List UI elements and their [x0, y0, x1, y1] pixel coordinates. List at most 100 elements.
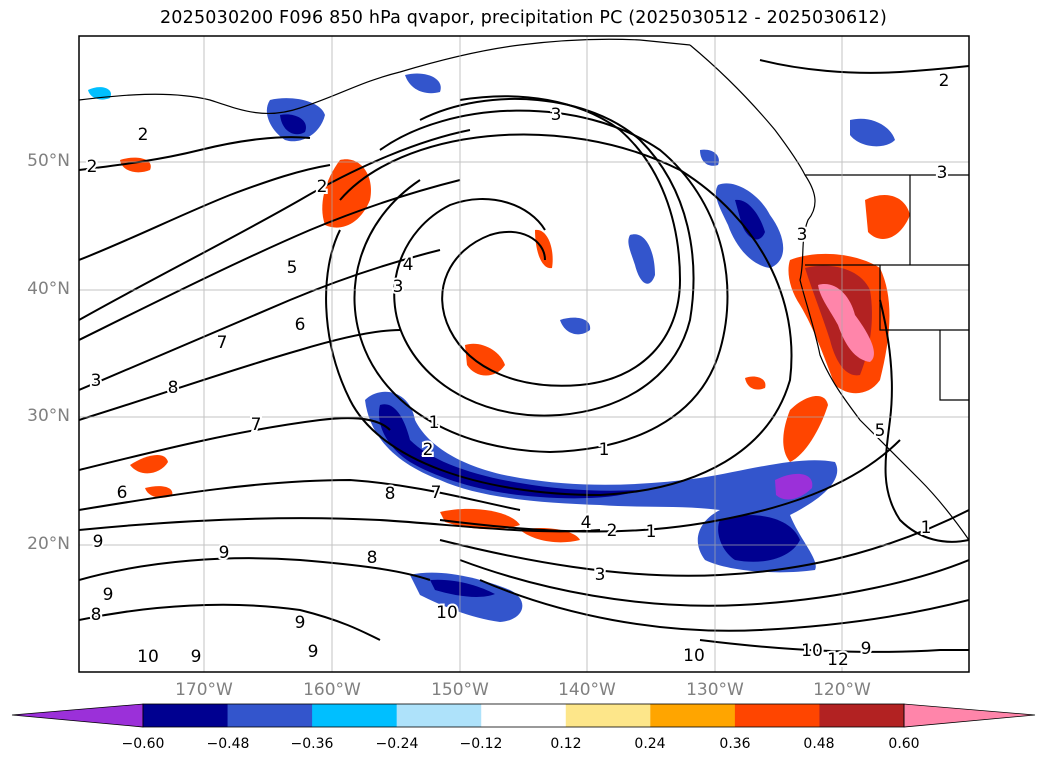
contour-label: 3	[595, 565, 606, 585]
colorbar-segment	[650, 704, 736, 727]
colorbar-segment	[819, 704, 905, 727]
lon-label: 140°W	[558, 680, 616, 700]
contour-label: 2	[317, 177, 328, 197]
svg-text:9: 9	[103, 585, 114, 605]
precip-negative-south-core	[430, 579, 495, 597]
colorbar-tick-label: −0.60	[121, 736, 165, 752]
svg-text:5: 5	[287, 258, 298, 278]
svg-text:8: 8	[168, 378, 179, 398]
contour-label: 9	[308, 642, 319, 662]
svg-text:2: 2	[607, 521, 618, 541]
colorbar-extend-low	[11, 703, 144, 728]
contour-label: 1	[429, 413, 440, 433]
precip-negative-cell	[88, 87, 111, 100]
precipitation-shading	[88, 73, 910, 622]
contour-label: 9	[191, 647, 202, 667]
contour-label: 9	[295, 613, 306, 633]
contour-lines	[79, 59, 969, 653]
svg-text:3: 3	[393, 277, 404, 297]
svg-text:3: 3	[91, 371, 102, 391]
svg-text:6: 6	[295, 315, 306, 335]
svg-text:4: 4	[581, 513, 592, 533]
contour-label: 10	[683, 646, 705, 666]
colorbar-tick-label: 0.60	[888, 736, 920, 752]
precip-positive-cell	[465, 343, 505, 376]
svg-text:9: 9	[93, 532, 104, 552]
colorbar	[11, 703, 1036, 728]
svg-text:1: 1	[921, 518, 932, 538]
colorbar-tick-label: −0.12	[459, 736, 503, 752]
precip-negative-cell	[850, 118, 895, 147]
contour-label: 3	[937, 163, 948, 183]
svg-text:7: 7	[431, 483, 442, 503]
svg-text:6: 6	[117, 483, 128, 503]
precip-negative-cell	[405, 73, 441, 94]
contour-label: 9	[103, 585, 114, 605]
lat-label: 50°N	[27, 151, 70, 171]
svg-text:10: 10	[683, 646, 705, 666]
contour-label: 6	[295, 315, 306, 335]
colorbar-tick-label: −0.24	[375, 736, 419, 752]
svg-text:3: 3	[595, 565, 606, 585]
precip-negative-cell	[628, 234, 655, 284]
precip-negative-cell	[280, 114, 306, 135]
colorbar-segment	[312, 704, 398, 727]
svg-text:2: 2	[939, 71, 950, 91]
contour-label: 3	[797, 225, 808, 245]
contour-label: 4	[403, 255, 414, 275]
contour-label: 2	[138, 125, 149, 145]
contour-label: 2	[423, 440, 434, 460]
precip-positive-cell	[865, 195, 910, 239]
svg-text:7: 7	[217, 333, 228, 353]
contour-label: 4	[581, 513, 592, 533]
precip-negative-cell	[560, 317, 591, 335]
svg-text:9: 9	[308, 642, 319, 662]
colorbar-tick-label: 0.48	[803, 736, 835, 752]
precip-positive-cell	[145, 486, 173, 498]
precip-positive-cell	[535, 229, 553, 269]
colorbar-segment	[143, 704, 229, 727]
contour-label: 9	[93, 532, 104, 552]
lon-label: 170°W	[175, 680, 233, 700]
map-title: 2025030200 F096 850 hPa qvapor, precipit…	[159, 8, 888, 28]
contour-label: 5	[875, 421, 886, 441]
svg-text:10: 10	[436, 603, 458, 623]
contour-label: 2	[87, 157, 98, 177]
lat-label: 40°N	[27, 279, 70, 299]
contour-label: 7	[431, 483, 442, 503]
contour-label: 2	[939, 71, 950, 91]
precip-negative-cell	[735, 199, 765, 240]
map-plot-area	[79, 36, 969, 672]
contour-label: 3	[91, 371, 102, 391]
contour-label: 9	[219, 543, 230, 563]
contour-label: 8	[367, 548, 378, 568]
svg-text:5: 5	[875, 421, 886, 441]
precip-positive-cell	[783, 395, 828, 462]
svg-text:2: 2	[317, 177, 328, 197]
graticule	[79, 36, 969, 672]
contour-label: 8	[385, 484, 396, 504]
contour-label: 10	[137, 647, 159, 667]
lon-label: 150°W	[431, 680, 489, 700]
colorbar-segment	[481, 704, 567, 727]
lon-label: 160°W	[303, 680, 361, 700]
contour-label: 9	[861, 639, 872, 659]
contour-label: 8	[91, 605, 102, 625]
lon-label: 120°W	[813, 680, 871, 700]
contour-label: 5	[287, 258, 298, 278]
svg-text:2: 2	[138, 125, 149, 145]
lat-label: 20°N	[27, 534, 70, 554]
contour-label: 6	[117, 483, 128, 503]
svg-text:7: 7	[251, 415, 262, 435]
colorbar-segment	[396, 704, 482, 727]
svg-text:12: 12	[827, 650, 849, 670]
contour-label: 1	[646, 522, 657, 542]
svg-text:1: 1	[429, 413, 440, 433]
svg-text:8: 8	[367, 548, 378, 568]
svg-text:8: 8	[385, 484, 396, 504]
svg-text:3: 3	[937, 163, 948, 183]
colorbar-segment	[227, 704, 313, 727]
contour-label: 7	[251, 415, 262, 435]
svg-text:8: 8	[91, 605, 102, 625]
